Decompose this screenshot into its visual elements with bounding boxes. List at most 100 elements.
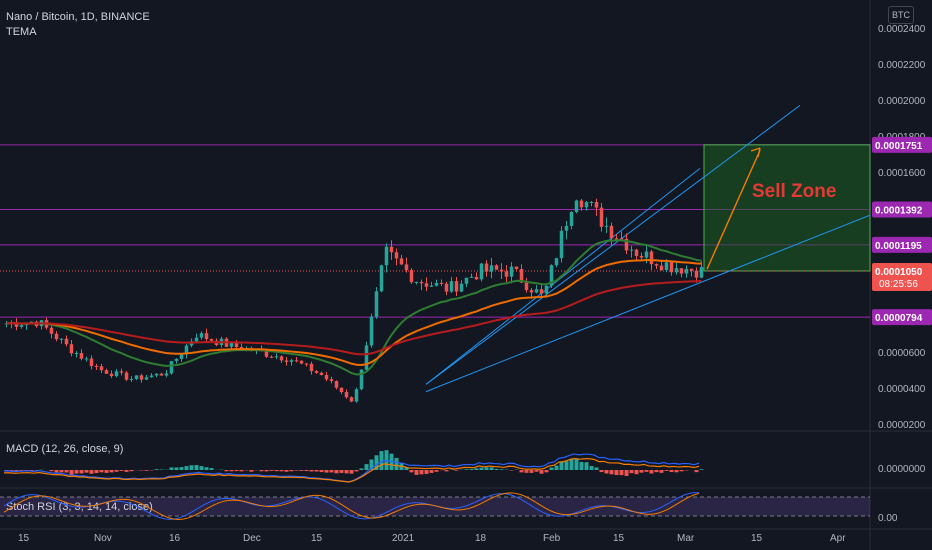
macd-histogram-bar [669, 470, 674, 473]
candle-body [514, 266, 519, 270]
candle-body [429, 285, 434, 287]
price-tick-label: 0.0002400 [878, 24, 926, 35]
macd-histogram-bar [74, 470, 79, 474]
macd-histogram-bar [584, 462, 589, 470]
macd-histogram-bar [529, 470, 534, 473]
macd-histogram-bar [49, 470, 54, 472]
macd-histogram-bar [279, 470, 284, 472]
candle-body [69, 344, 74, 354]
macd-histogram-bar [174, 467, 179, 470]
candle-body [684, 268, 689, 274]
price-tick-label: 0.0000600 [878, 348, 926, 359]
macd-histogram-bar [344, 470, 349, 474]
candle-body [664, 262, 669, 271]
macd-histogram-bar [104, 470, 109, 473]
macd-histogram-bar [604, 470, 609, 474]
macd-histogram-bar [519, 470, 524, 473]
time-tick-label: 2021 [392, 533, 415, 544]
candle-body [534, 289, 539, 293]
macd-histogram-bar [624, 470, 629, 476]
candle-body [544, 285, 549, 294]
macd-histogram-bar [284, 470, 289, 472]
macd-histogram-bar [614, 470, 619, 476]
macd-histogram-bar [479, 467, 484, 470]
candle-body [119, 371, 124, 373]
candle-body [19, 325, 24, 327]
macd-histogram-bar [294, 470, 299, 471]
time-tick-label: 15 [613, 533, 625, 544]
candle-body [499, 269, 504, 272]
macd-histogram-bar [494, 468, 499, 470]
candle-body [184, 345, 189, 355]
candle-body [449, 281, 454, 292]
candle-body [129, 378, 134, 380]
candle-body [679, 268, 684, 274]
candle-body [439, 282, 444, 284]
candle-body [94, 365, 99, 367]
price-tick-label: 0.0002200 [878, 60, 926, 71]
ema-mid-line [6, 259, 702, 366]
macd-histogram-bar [154, 469, 159, 470]
macd-histogram-bar [119, 470, 124, 471]
macd-histogram-bar [329, 470, 334, 473]
candle-body [59, 338, 64, 340]
candle-body [324, 374, 329, 380]
candle-body [14, 322, 19, 327]
candle-body [144, 377, 149, 380]
candle-body [634, 249, 639, 256]
candle-body [504, 271, 509, 277]
candle-body [274, 356, 279, 358]
candle-body [179, 354, 184, 359]
candle-body [474, 276, 479, 280]
macd-histogram-bar [454, 470, 459, 471]
candle-body [574, 200, 579, 212]
macd-histogram-bar [569, 458, 574, 470]
time-tick-label: Dec [243, 533, 261, 544]
price-tick-label: 0.0002000 [878, 96, 926, 107]
macd-histogram-bar [414, 470, 419, 475]
macd-histogram-bar [559, 461, 564, 470]
candle-body [264, 351, 269, 357]
arrow-head [750, 147, 761, 158]
candle-body [584, 202, 589, 208]
candle-body [394, 252, 399, 259]
macd-histogram-bar [364, 464, 369, 470]
candle-body [174, 358, 179, 362]
macd-histogram-bar [324, 470, 329, 473]
macd-histogram-bar [444, 470, 449, 472]
macd-histogram-bar [434, 470, 439, 472]
candle-body [79, 353, 84, 359]
candle-body [384, 246, 389, 266]
macd-histogram-bar [609, 470, 614, 475]
level-badge-label: 0.0001751 [875, 141, 923, 152]
time-tick-label: Nov [94, 533, 112, 544]
macd-histogram-bar [464, 469, 469, 470]
time-tick-label: Apr [830, 533, 846, 544]
candle-body [624, 238, 629, 251]
macd-histogram-bar [84, 470, 89, 473]
candle-body [124, 372, 129, 380]
macd-histogram-bar [259, 470, 264, 472]
macd-histogram-bar [169, 467, 174, 470]
macd-histogram-bar [204, 467, 209, 470]
macd-histogram-bar [124, 470, 129, 472]
macd-histogram-bar [484, 467, 489, 470]
macd-signal-line [3, 457, 700, 483]
macd-histogram-bar [699, 469, 704, 470]
macd-histogram-bar [314, 470, 319, 472]
candle-body [234, 342, 239, 348]
candle-body [49, 327, 54, 334]
stoch-k-line [3, 492, 700, 520]
candle-body [74, 353, 79, 355]
macd-histogram-bar [69, 470, 74, 475]
currency-badge[interactable]: BTC [888, 6, 914, 24]
candle-body [454, 281, 459, 292]
candle-body [469, 276, 474, 278]
candle-body [199, 333, 204, 338]
level-badge-label: 0.0001392 [875, 205, 923, 216]
macd-histogram-bar [59, 470, 64, 473]
macd-histogram-bar [524, 470, 529, 473]
candle-body [519, 269, 524, 283]
candle-body [629, 249, 634, 251]
